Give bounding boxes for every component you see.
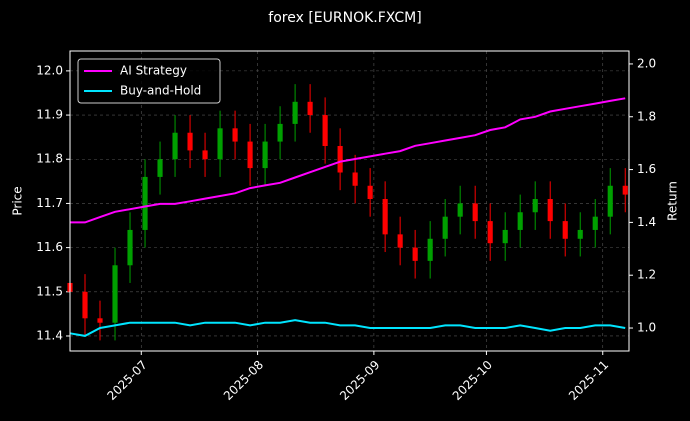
y2-tick-label: 1.4 [637,215,656,229]
y2-tick-label: 1.6 [637,162,656,176]
candle-body [457,203,463,217]
candle-body [112,265,118,323]
candle-body [502,229,508,244]
candle-body [547,199,553,222]
candle-body [472,203,478,222]
legend-label: AI Strategy [120,64,187,78]
candle-body [142,176,148,230]
candle-body [292,101,298,124]
candle-body [262,141,268,169]
candle-body [412,247,418,261]
y-tick-label: 11.6 [36,240,63,254]
y2-tick-label: 1.0 [637,321,656,335]
candle-body [82,291,88,319]
y-tick-label: 11.5 [36,284,63,298]
candle-body [562,221,568,239]
candle-body [592,216,598,230]
y2-tick-label: 1.8 [637,109,656,123]
candle-body [532,199,538,213]
candle-body [217,128,223,160]
y2-tick-label: 2.0 [637,56,656,70]
y-tick-label: 12.0 [36,63,63,77]
chart-title: forex [EURNOK.FXCM] [268,10,421,26]
y-axis-label: Price [11,186,25,215]
candle-body [607,185,613,217]
line-series [69,319,626,337]
candle-body [622,185,628,195]
candle-body [127,229,133,266]
candle-body [577,229,583,239]
candle-body [487,221,493,244]
candle-body [352,172,358,186]
candle-body [337,145,343,173]
candle-body [382,199,388,235]
candle-body [427,238,433,261]
candle-body [232,128,238,142]
legend-box [77,58,221,104]
plot-frame [69,50,630,352]
y-tick-label: 11.8 [36,152,63,166]
candle-body [367,185,373,200]
candle-body [172,132,178,160]
line-series [70,97,626,224]
candle-body [442,216,448,239]
y2-axis-label: Return [666,181,680,221]
y2-tick-label: 1.2 [637,268,656,282]
candle-body [97,318,103,323]
y-tick-label: 11.7 [36,196,63,210]
legend: AI Strategy Buy-and-Hold [77,58,221,104]
y-tick-label: 11.9 [36,108,63,122]
candle-body [187,132,193,151]
candle-body [307,101,313,116]
candle-body [322,115,328,146]
candle-body [157,159,163,177]
y-tick-label: 11.4 [36,328,63,342]
candle-body [277,123,283,142]
candle-body [202,150,208,160]
candle-body [247,141,253,169]
candle-body [397,234,403,248]
candle-body [517,212,523,230]
legend-label: Buy-and-Hold [120,84,201,98]
